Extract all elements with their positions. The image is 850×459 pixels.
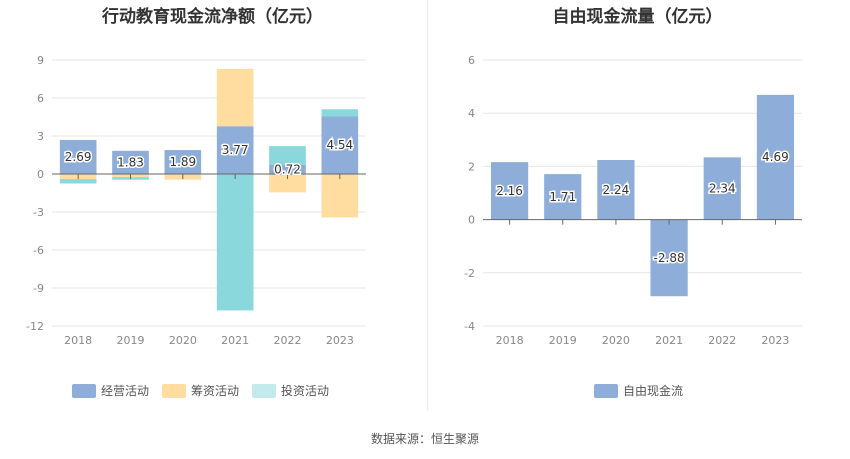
data-label: -2.88	[654, 251, 685, 265]
y-tick-label: 6	[468, 54, 475, 67]
legend-label: 经营活动	[101, 384, 149, 398]
x-tick-label: 2020	[602, 334, 630, 347]
x-tick-label: 2018	[496, 334, 524, 347]
bar	[321, 116, 359, 174]
bar	[321, 174, 359, 218]
data-label: 2.24	[603, 183, 630, 197]
bar	[703, 157, 741, 220]
bar	[269, 164, 306, 174]
bar	[164, 150, 202, 174]
y-tick-label: 9	[37, 54, 44, 67]
bar	[216, 174, 254, 311]
bar	[650, 219, 688, 297]
y-tick-label: -2	[464, 267, 475, 280]
x-tick-label: 2019	[549, 334, 577, 347]
x-tick-label: 2022	[274, 334, 302, 347]
x-tick-label: 2023	[761, 334, 789, 347]
y-tick-label: 3	[37, 130, 44, 143]
x-tick-label: 2018	[64, 334, 92, 347]
legend-label: 筹资活动	[191, 384, 239, 398]
data-label: 1.83	[117, 155, 144, 169]
bar	[269, 174, 306, 193]
legend-swatch	[594, 384, 618, 398]
legend-swatch	[162, 384, 186, 398]
legend-label: 自由现金流	[623, 383, 683, 398]
y-tick-label: 0	[37, 168, 44, 181]
bar	[112, 150, 149, 174]
x-tick-label: 2021	[655, 334, 683, 347]
x-tick-label: 2021	[221, 334, 249, 347]
y-tick-label: -6	[33, 244, 44, 257]
legend-swatch	[252, 384, 276, 398]
bar	[321, 109, 359, 117]
bar	[756, 94, 795, 220]
x-tick-label: 2022	[708, 334, 736, 347]
y-tick-label: 4	[468, 107, 475, 120]
right-chart: 6 4 2 0 -2 -4 2018 2019 2020 2021 2022 2023 2.16 1.71…	[464, 54, 802, 398]
right-chart-title: 自由现金流量（亿元）	[552, 7, 723, 27]
x-tick-label: 2020	[169, 334, 197, 347]
data-label: 0.72	[274, 162, 301, 176]
data-label: 3.77	[222, 143, 249, 157]
bar	[597, 160, 635, 220]
y-tick-label: -3	[33, 206, 44, 219]
y-tick-label: 2	[468, 160, 475, 173]
x-tick-label: 2023	[326, 334, 354, 347]
data-label: 4.69	[762, 150, 789, 164]
data-label: 2.16	[496, 184, 523, 198]
left-chart: 9 6 3 0 -3 -6 -9 -12 2018 2019 2020 2021 2022 2023 2.6…	[26, 54, 366, 398]
bar	[216, 68, 254, 127]
bar	[59, 179, 97, 184]
y-tick-label: 0	[468, 214, 475, 227]
data-source-note: 数据来源：恒生聚源	[370, 432, 479, 446]
data-label: 1.89	[169, 155, 196, 169]
data-label: 4.54	[326, 138, 353, 152]
bar	[490, 162, 529, 220]
data-label: 2.34	[709, 181, 736, 195]
data-label: 2.69	[65, 150, 92, 164]
legend-swatch	[72, 384, 96, 398]
bar	[216, 126, 254, 174]
y-tick-label: -4	[464, 320, 475, 333]
bar	[544, 174, 582, 220]
chart-divider	[427, 0, 428, 410]
bar	[269, 146, 306, 165]
data-label: 1.71	[549, 190, 576, 204]
x-tick-label: 2019	[117, 334, 145, 347]
y-tick-label: -12	[26, 320, 44, 333]
y-tick-label: 6	[37, 92, 44, 105]
y-tick-label: -9	[33, 282, 44, 295]
left-chart-title: 行动教育现金流净额（亿元）	[102, 7, 323, 27]
bar	[59, 139, 97, 174]
legend-label: 投资活动	[281, 383, 329, 398]
